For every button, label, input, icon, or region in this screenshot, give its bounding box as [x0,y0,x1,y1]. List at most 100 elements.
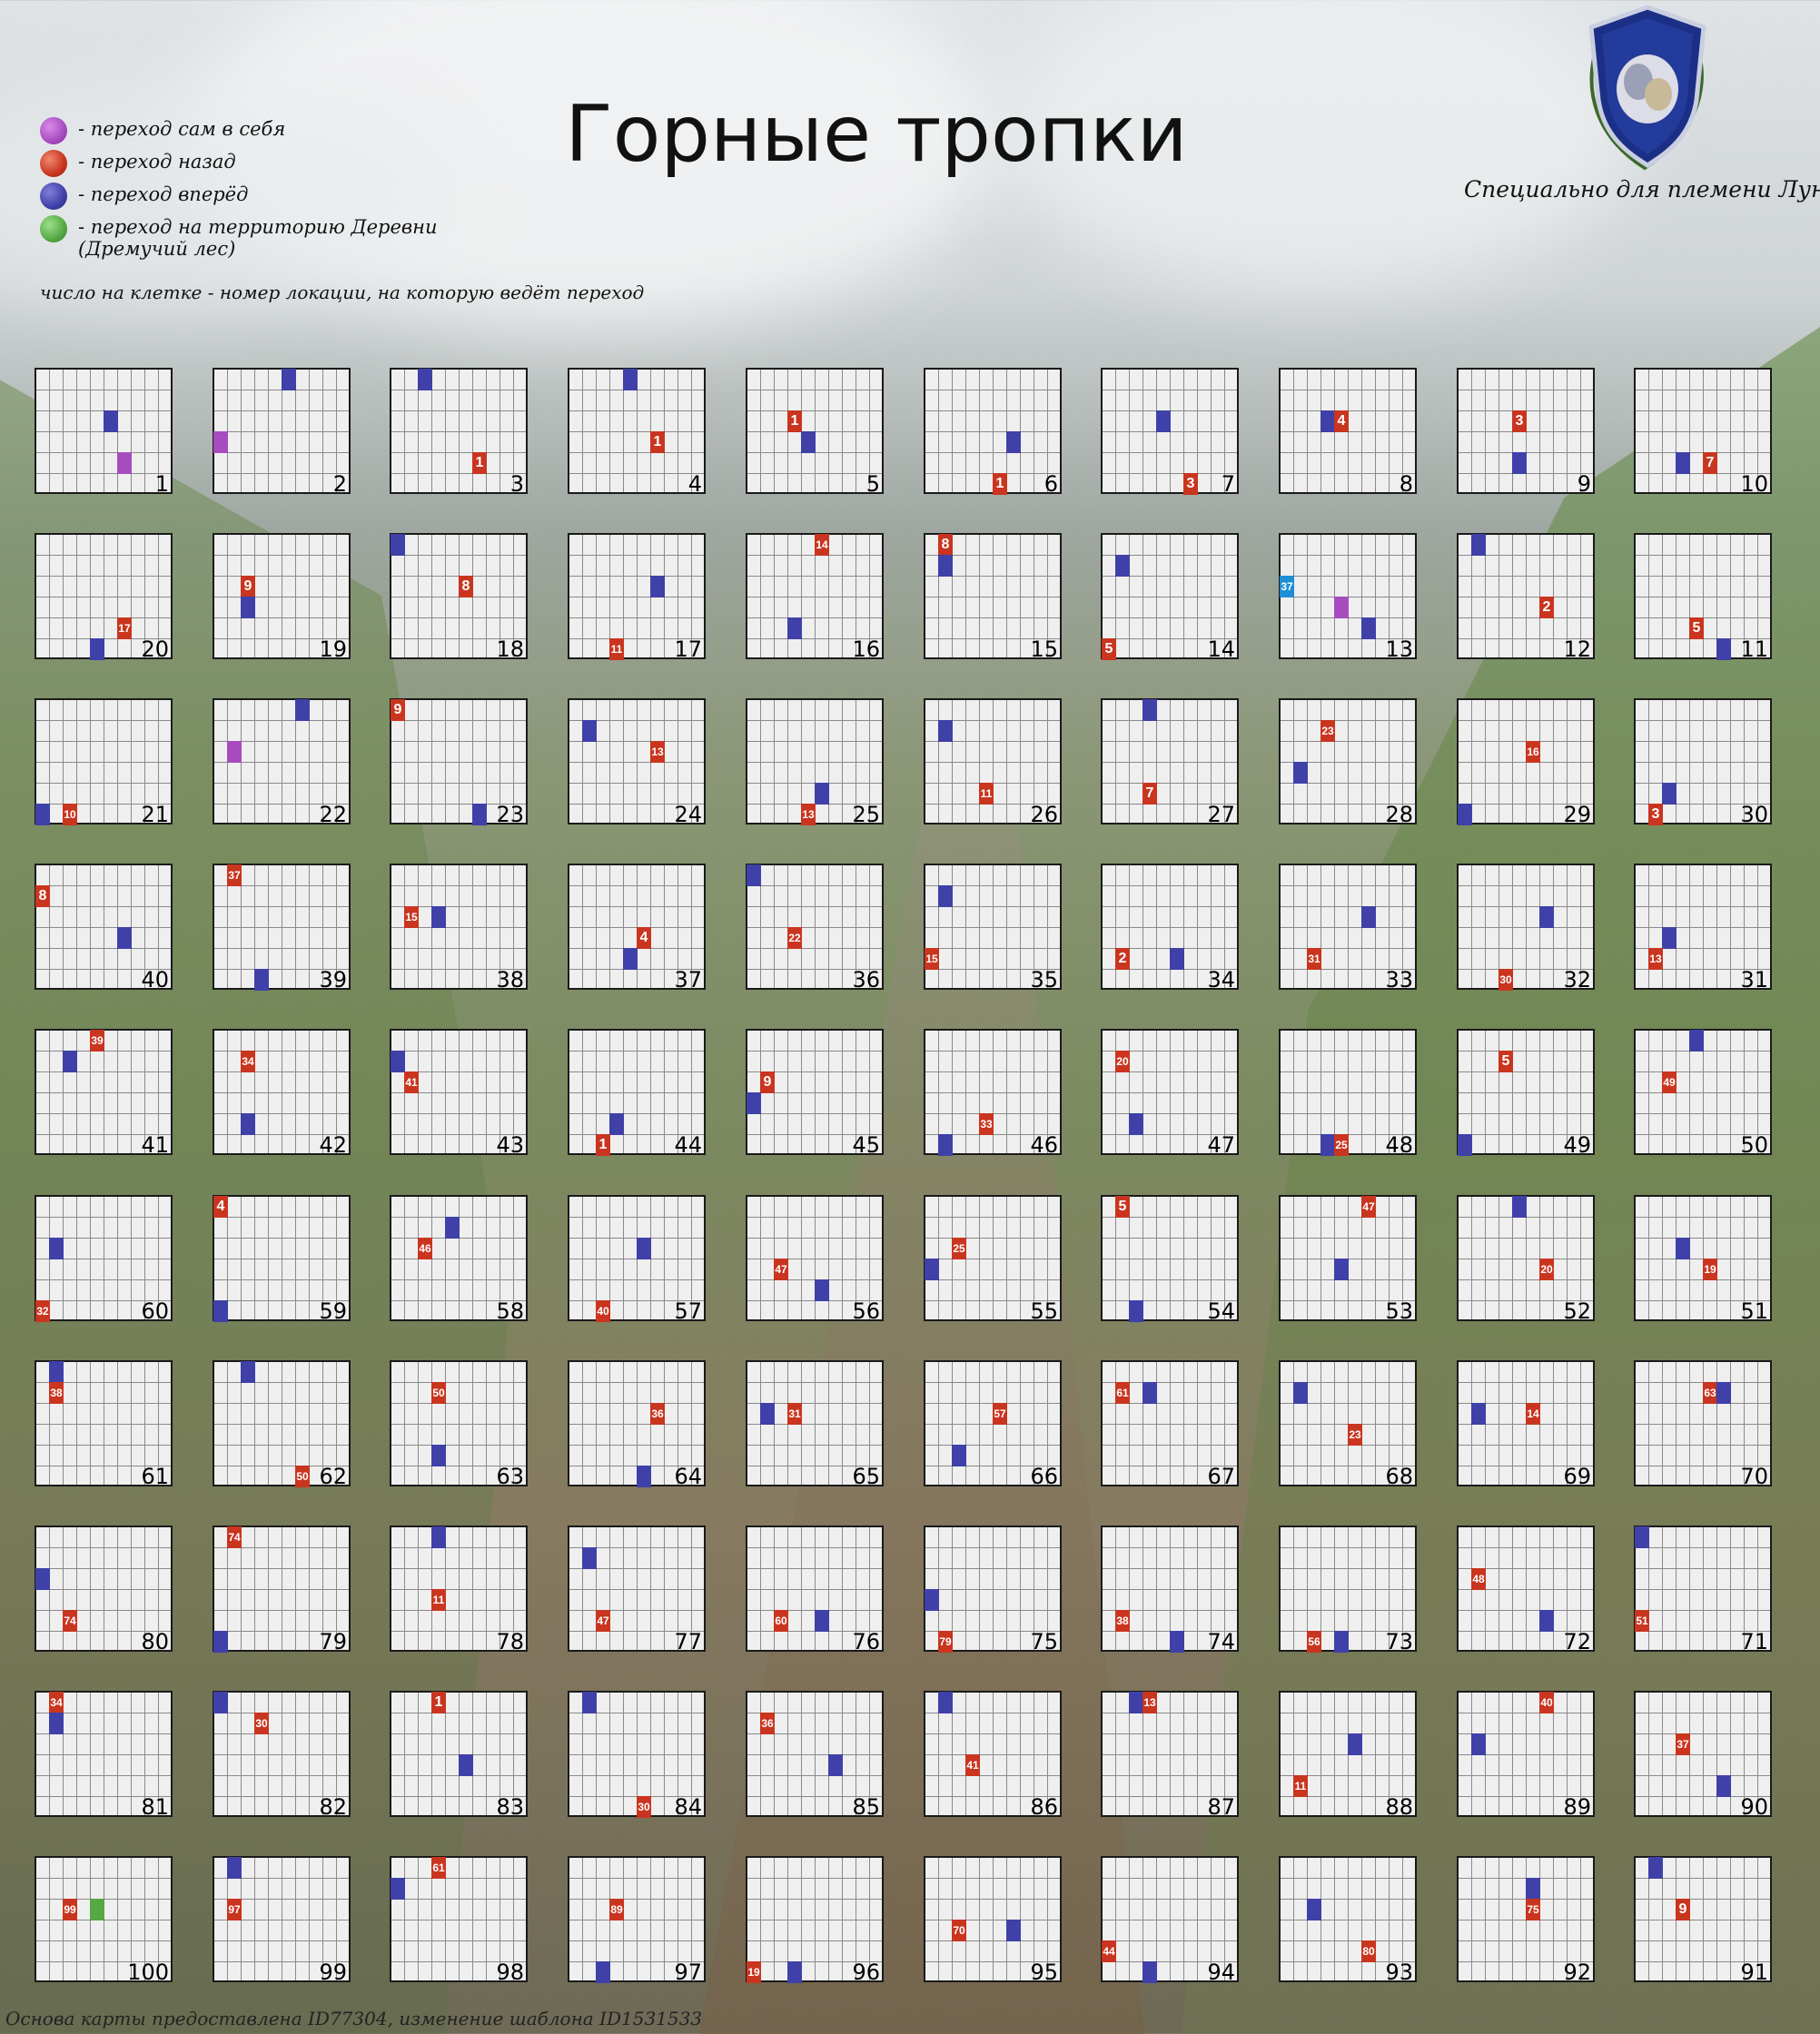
transition-forward[interactable] [1006,431,1021,453]
transition-back[interactable]: 5 [1115,1196,1130,1218]
transition-forward[interactable] [35,1568,50,1590]
transition-back[interactable]: 3 [1648,804,1663,825]
transition-back[interactable]: 48 [1471,1568,1486,1590]
transition-back[interactable]: 37 [1676,1733,1690,1755]
transition-forward[interactable] [1716,1382,1731,1404]
transition-village[interactable] [90,1899,104,1920]
transition-forward[interactable] [213,1692,228,1713]
transition-forward[interactable] [104,410,118,432]
transition-forward[interactable] [213,1631,228,1653]
transition-forward[interactable] [815,783,829,805]
transition-back[interactable]: 3 [1183,473,1198,495]
transition-forward[interactable] [650,576,665,597]
transition-forward[interactable] [431,1526,446,1548]
transition-forward[interactable] [1320,410,1335,432]
transition-back[interactable]: 11 [1293,1775,1308,1797]
transition-back[interactable]: 4 [637,927,651,949]
transition-forward[interactable] [582,720,597,742]
transition-forward[interactable] [241,1113,255,1135]
transition-forward[interactable] [1361,617,1376,639]
transition-back[interactable]: 13 [801,804,816,825]
transition-back[interactable]: 31 [1307,948,1321,970]
transition-back[interactable]: 41 [404,1071,419,1093]
transition-forward[interactable] [938,1692,953,1713]
transition-back[interactable]: 23 [1320,720,1335,742]
transition-forward[interactable] [1307,1899,1321,1920]
transition-back[interactable]: 4 [1334,410,1349,432]
transition-back[interactable]: 20 [1539,1259,1554,1280]
transition-back[interactable]: 13 [1142,1692,1157,1713]
transition-forward[interactable] [815,1279,829,1301]
transition-back[interactable]: 47 [1361,1196,1376,1218]
transition-back[interactable]: 63 [1703,1382,1717,1404]
transition-back[interactable]: 38 [1115,1610,1130,1632]
transition-forward[interactable] [1458,1134,1472,1156]
transition-back[interactable]: 47 [596,1610,610,1632]
transition-back[interactable]: 61 [1115,1382,1130,1404]
transition-forward[interactable] [938,555,953,577]
transition-forward[interactable] [227,1857,242,1879]
transition-forward[interactable] [1539,1610,1554,1632]
transition-forward[interactable] [1526,1878,1540,1900]
transition-back[interactable]: 3 [1512,410,1527,432]
transition-back[interactable]: 4 [213,1196,228,1218]
transition-forward[interactable] [254,969,269,991]
transition-forward[interactable] [117,927,132,949]
transition-forward[interactable] [1006,1920,1021,1941]
transition-forward[interactable] [815,1610,829,1632]
transition-forward[interactable] [391,1878,405,1900]
transition-forward[interactable] [1129,1692,1143,1713]
transition-forward[interactable] [1676,1238,1690,1259]
transition-back[interactable]: 1 [431,1692,446,1713]
transition-back[interactable]: 11 [431,1589,446,1611]
transition-forward[interactable] [801,431,816,453]
transition-back[interactable]: 34 [49,1692,64,1713]
transition-forward[interactable] [623,369,638,390]
transition-back[interactable]: 40 [596,1300,610,1322]
transition-back[interactable]: 11 [979,783,994,805]
transition-back[interactable]: 25 [952,1238,966,1259]
transition-back[interactable]: 70 [952,1920,966,1941]
transition-back[interactable]: 50 [295,1466,310,1487]
transition-forward[interactable] [1142,1382,1157,1404]
transition-back[interactable]: 5 [1102,638,1116,660]
transition-forward[interactable] [241,597,255,618]
transition-back[interactable]: 5 [1689,617,1704,639]
transition-forward[interactable] [828,1754,843,1776]
transition-back[interactable]: 5 [1499,1051,1513,1072]
transition-back[interactable]: 20 [1115,1051,1130,1072]
transition-forward[interactable] [1334,1259,1349,1280]
transition-back[interactable]: 9 [760,1071,775,1093]
transition-back[interactable]: 50 [431,1382,446,1404]
transition-forward[interactable] [472,804,487,825]
transition-forward[interactable] [49,1238,64,1259]
transition-forward[interactable] [1716,638,1731,660]
transition-back[interactable]: 74 [227,1526,242,1548]
transition-forward[interactable] [241,1361,255,1383]
transition-back[interactable]: 33 [979,1113,994,1135]
transition-forward[interactable] [431,906,446,928]
transition-forward[interactable] [952,1445,966,1466]
transition-back[interactable]: 7 [1142,783,1157,805]
transition-back[interactable]: 9 [1676,1899,1690,1920]
transition-back[interactable]: 14 [815,534,829,556]
transition-back[interactable]: 56 [1307,1631,1321,1653]
transition-forward[interactable] [90,638,104,660]
transition-back[interactable]: 25 [1334,1134,1349,1156]
transition-forward[interactable] [637,1238,651,1259]
transition-back[interactable]: 80 [1361,1940,1376,1962]
transition-forward[interactable] [787,1961,802,1983]
transition-forward[interactable] [1662,927,1677,949]
transition-forward[interactable] [925,1589,939,1611]
transition-forward[interactable] [1334,1631,1349,1653]
transition-back[interactable]: 30 [254,1713,269,1734]
transition-forward[interactable] [1142,699,1157,721]
transition-back[interactable]: 89 [609,1899,624,1920]
transition-forward[interactable] [1648,1857,1663,1879]
transition-back[interactable]: 36 [650,1403,665,1425]
transition-forward[interactable] [787,617,802,639]
transition-back[interactable]: 97 [227,1899,242,1920]
transition-forward[interactable] [1156,410,1171,432]
transition-special[interactable]: 37 [1280,576,1294,597]
transition-back[interactable]: 13 [650,741,665,763]
